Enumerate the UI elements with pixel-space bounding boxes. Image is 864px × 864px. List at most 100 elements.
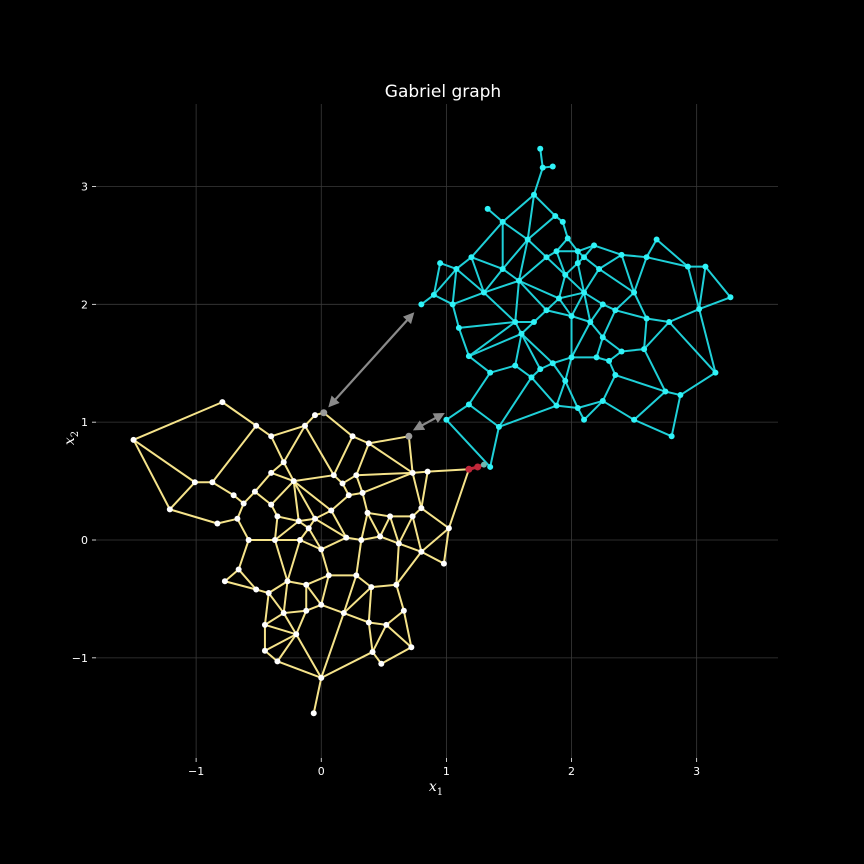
graph-edge [643,348,667,392]
graph-edge [621,348,645,353]
graph-edge [360,512,369,541]
graph-edge [277,660,322,679]
graph-edge [395,543,400,585]
graph-node [418,548,425,555]
graph-edge [502,221,529,241]
graph-node [543,254,550,261]
graph-edge [655,238,689,268]
graph-node [599,397,606,404]
graph-edge [602,336,623,353]
double-arrow [412,412,445,431]
graph-edge [533,194,556,217]
graph-edge [698,308,717,373]
graph-node [261,647,268,654]
graph-edge [602,400,635,421]
graph-edge [282,425,306,463]
graph-edge [367,587,373,623]
graph-edge [621,253,647,259]
graph-node [631,416,638,423]
graph-node [418,301,425,308]
graph-node [453,265,460,272]
graph-edge [558,291,585,300]
graph-node [702,263,709,270]
graph-edge [577,399,604,409]
graph-node [465,353,472,360]
graph-node [596,265,603,272]
graph-edge [698,296,731,310]
graph-node [377,533,384,540]
graph-edge [263,592,270,625]
graph-edge [498,376,533,428]
graph-edge [442,528,450,564]
graph-edge [355,574,372,588]
graph-edge [312,677,323,714]
graph-node [345,492,352,499]
x-tick-label: 2 [568,765,575,778]
graph-node [591,242,598,249]
graph-node [424,468,431,475]
graph-edge [468,403,500,428]
graph-edge [379,515,391,537]
arrow-endpoint-node [320,409,328,417]
graph-edge [555,380,567,406]
graph-edge [343,586,372,614]
graph-node [353,572,360,579]
graph-node [553,402,560,409]
graph-edge [379,535,400,545]
graph-edge [427,468,469,473]
x-axis-label-subscript: 1 [437,787,443,798]
graph-edge [533,167,544,196]
graph-edge [270,471,295,483]
graph-edge [501,238,529,270]
graph-node [530,191,537,198]
graph-node [214,520,221,527]
graph-node [343,534,350,541]
graph-edge [502,193,535,223]
graph-node [268,433,275,440]
graph-edge [277,515,299,523]
graph-node [409,469,416,476]
graph-edge [457,327,470,357]
graph-node [318,546,325,553]
graph-node [400,607,407,614]
chart-title: Gabriel graph [385,82,501,102]
graph-edge [320,575,330,606]
graph-node [166,506,173,513]
graph-node [408,644,415,651]
graph-edge [217,517,238,525]
graph-node [395,540,402,547]
graph-node [487,369,494,376]
graph-edge [389,516,400,544]
graph-edge [470,221,504,258]
graph-edge [470,256,485,293]
graph-edge [539,148,544,168]
graph-edge [564,274,585,294]
graph-edge [598,253,623,270]
x-tick-label: −1 [188,765,204,778]
graph-node [552,212,559,219]
graph-edge [299,539,322,551]
graph-edge [668,321,717,374]
graph-edge [273,539,289,582]
graph-node [274,658,281,665]
graph-edge [385,624,413,648]
graph-edge [601,309,617,338]
graph-edge [292,480,300,522]
graph-edge [704,265,732,298]
graph-edge [646,256,689,268]
graph-edge [455,256,473,270]
graph-node [219,399,226,406]
graph-node [265,590,272,597]
graph-edge [330,494,350,512]
graph-edge [361,492,369,514]
graph-edge [356,471,413,477]
graph-edge [367,511,391,518]
graph-node [209,479,216,486]
graph-edge [468,355,491,374]
x-tick-label: 0 [318,765,325,778]
graph-edge [545,256,566,276]
graph-edge [583,292,592,323]
graph-edge [593,244,622,256]
graph-node [440,560,447,567]
